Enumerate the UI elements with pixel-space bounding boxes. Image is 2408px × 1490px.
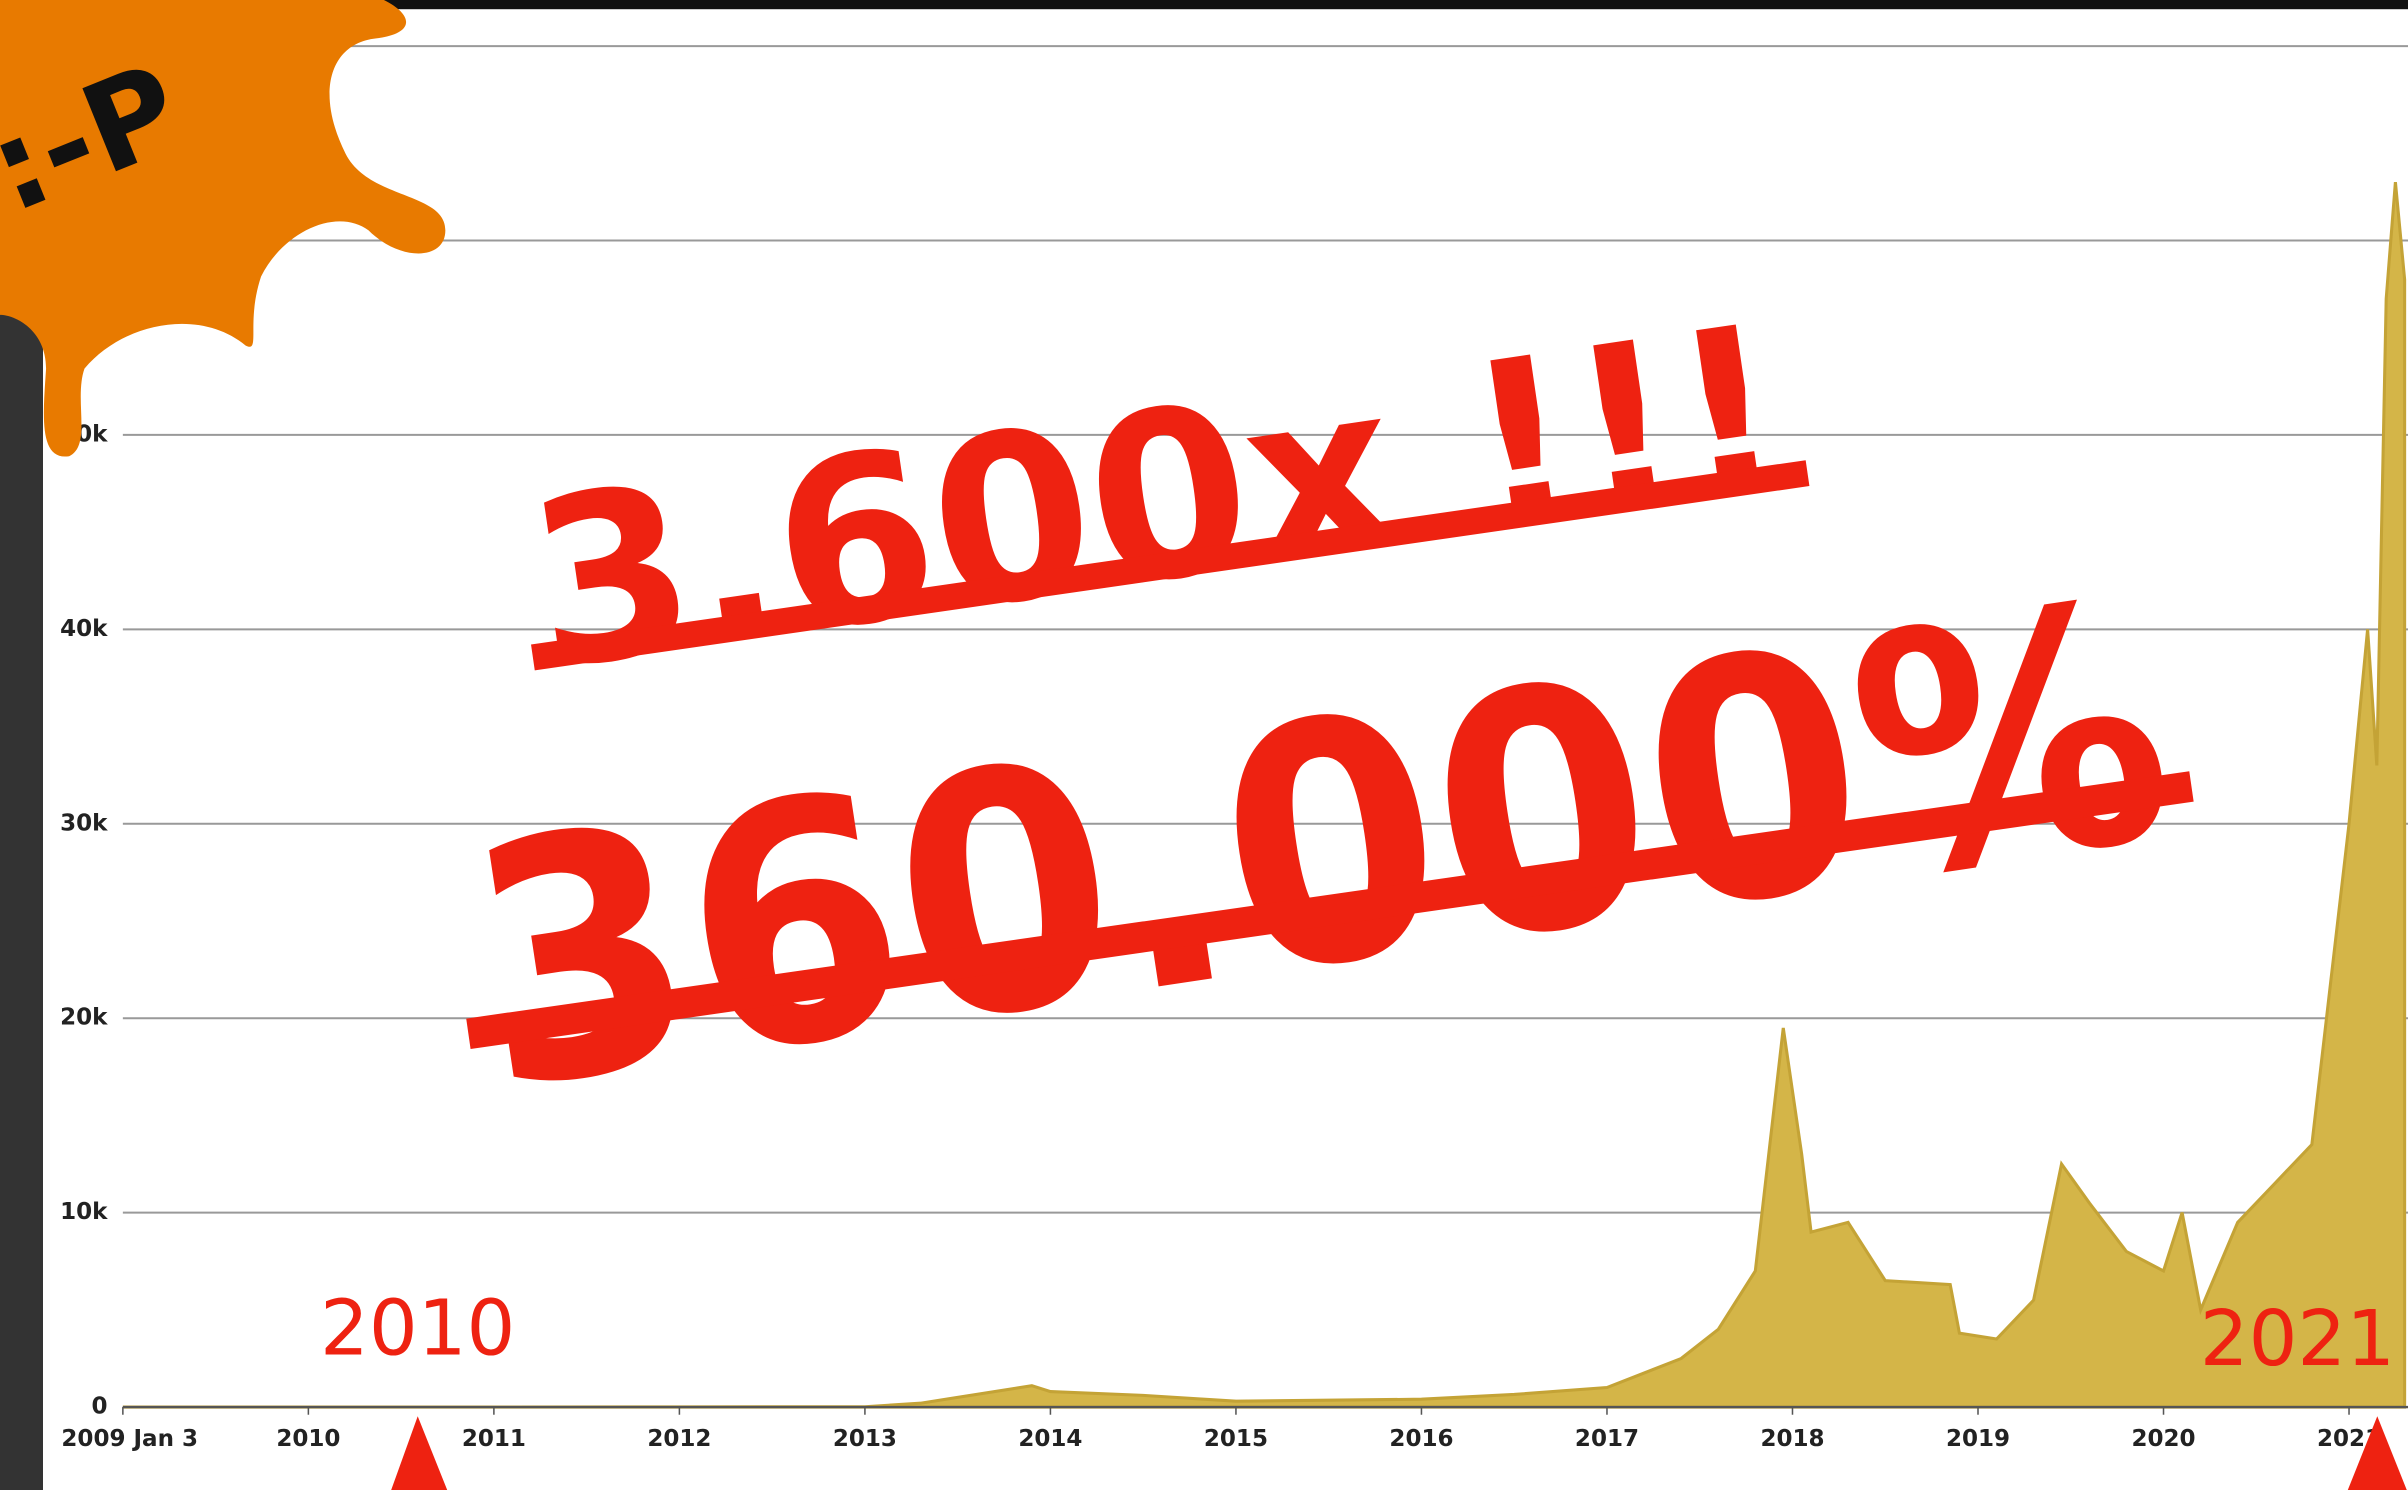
area-layer [122, 182, 2408, 1409]
area [122, 182, 2407, 1409]
y-tick-label: 0 [91, 1394, 107, 1420]
x-tick-label: 2013 [833, 1426, 897, 1452]
x-tick-label: 2015 [1204, 1426, 1268, 1452]
y-tick-label: 20k [60, 1005, 108, 1031]
x-tick-label: 2016 [1389, 1426, 1453, 1452]
y-tick-label: 10k [60, 1199, 108, 1225]
arrow [391, 1416, 448, 1490]
x-tick-label: 2017 [1575, 1426, 1639, 1452]
ticks: 010k20k30k40k50k60k70k2009 Jan 320102011… [60, 33, 2381, 1452]
top-bar [0, 0, 2408, 10]
annotation-end: 2021 [2200, 1295, 2395, 1384]
y-tick-label: 30k [60, 810, 108, 836]
annotation-start: 2010 [320, 1284, 515, 1373]
x-tick-label: 2020 [2131, 1426, 2195, 1452]
x-tick-label: 2018 [1760, 1426, 1824, 1452]
underline [531, 460, 1810, 671]
y-tick-label: 40k [60, 616, 108, 642]
x-tick-label: 2019 [1946, 1426, 2010, 1452]
x-tick-label: 2012 [647, 1426, 711, 1452]
underline [466, 771, 2194, 1049]
x-tick-label: 2010 [276, 1426, 340, 1452]
x-tick-label: 2009 Jan 3 [61, 1426, 198, 1452]
x-tick-label: 2011 [462, 1426, 526, 1452]
sticker [0, 0, 446, 457]
arrow [2347, 1416, 2407, 1490]
x-tick-label: 2014 [1018, 1426, 1082, 1452]
